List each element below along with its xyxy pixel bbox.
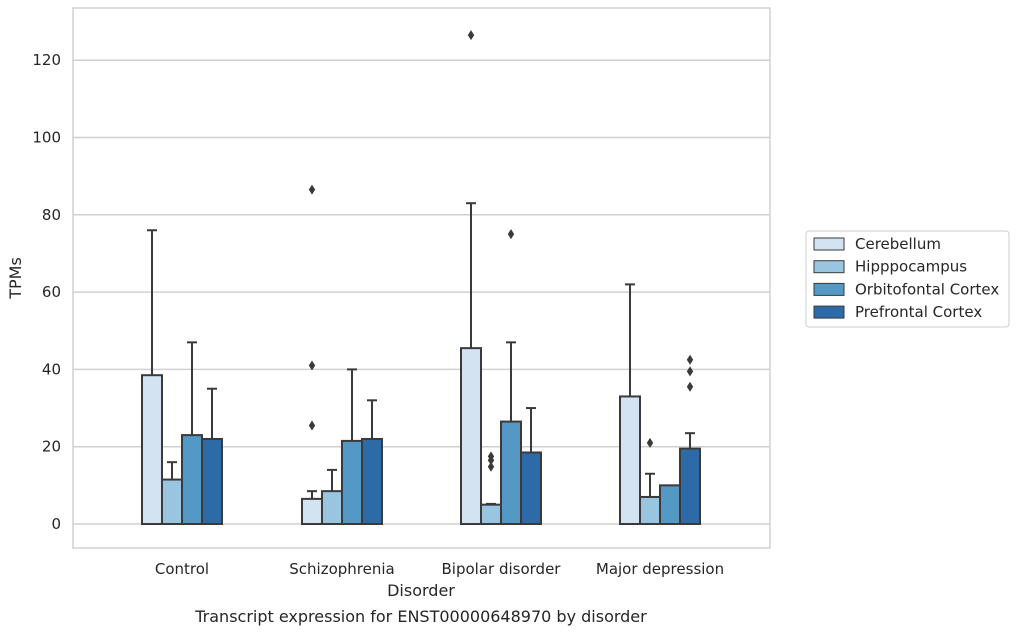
bar-prefrontal-cortex: [361, 437, 383, 525]
x-axis-label: Disorder: [387, 581, 455, 600]
y-tick-label: 120: [32, 51, 61, 69]
outlier-point: [686, 366, 694, 377]
y-axis-label: TPMs: [6, 257, 25, 300]
bar-cerebellum: [141, 374, 163, 526]
outlier-point: [646, 437, 654, 448]
bar-prefrontal-cortex: [520, 451, 542, 525]
bar-hipppocampus: [161, 478, 183, 525]
legend-swatch: [813, 305, 845, 319]
legend-label: Hipppocampus: [855, 258, 967, 276]
grid-lines: [73, 59, 770, 525]
legend-swatch: [813, 237, 845, 251]
legend-items: Cerebellum Hipppocampus Orbitofontal Corte…: [813, 235, 999, 321]
legend-label: Prefrontal Cortex: [855, 303, 982, 321]
plot-frame: [72, 7, 771, 549]
y-tick-labels: 0 20 40 60 80 100 120: [32, 51, 61, 533]
x-tick-label: Control: [155, 560, 209, 578]
y-tick-label: 100: [32, 129, 61, 147]
y-tick-label: 0: [51, 515, 61, 533]
bar-prefrontal-cortex: [201, 437, 223, 525]
y-tick-label: 20: [42, 438, 61, 456]
bar-hipppocampus: [321, 490, 343, 525]
bar-orbitofontal-cortex: [500, 420, 522, 526]
outlier-point: [686, 354, 694, 365]
bar-cerebellum: [619, 395, 641, 525]
outlier-point: [487, 461, 495, 472]
x-tick-label: Schizophrenia: [289, 560, 394, 578]
y-tick-label: 80: [42, 206, 61, 224]
bar-orbitofontal-cortex: [341, 439, 363, 525]
legend-swatch: [813, 282, 845, 296]
outlier-point: [308, 420, 316, 431]
outlier-point: [467, 30, 475, 41]
chart-caption: Transcript expression for ENST0000064897…: [194, 607, 647, 626]
x-tick-label: Major depression: [596, 560, 724, 578]
outlier-point: [686, 381, 694, 392]
outlier-point: [308, 184, 316, 195]
legend: Cerebellum Hipppocampus Orbitofontal Corte…: [805, 230, 1010, 328]
legend-swatch: [813, 260, 845, 274]
x-tick-label: Bipolar disorder: [442, 560, 562, 578]
bar-orbitofontal-cortex: [659, 484, 681, 526]
outlier-point: [308, 360, 316, 371]
bar-cerebellum: [301, 497, 323, 526]
bar-hipppocampus: [639, 495, 661, 526]
outlier-point: [487, 455, 495, 466]
legend-label: Cerebellum: [855, 235, 941, 253]
bar-orbitofontal-cortex: [181, 434, 203, 526]
bar-prefrontal-cortex: [679, 447, 701, 526]
legend-frame: [805, 230, 1010, 328]
bars: [141, 30, 701, 526]
y-tick-label: 40: [42, 360, 61, 378]
outlier-point: [507, 229, 515, 240]
bar-cerebellum: [460, 347, 482, 525]
legend-label: Orbitofontal Cortex: [855, 280, 999, 298]
y-tick-label: 60: [42, 283, 61, 301]
bar-hipppocampus: [480, 503, 502, 525]
x-tick-labels: Control Schizophrenia Bipolar disorder Majo…: [155, 560, 724, 578]
